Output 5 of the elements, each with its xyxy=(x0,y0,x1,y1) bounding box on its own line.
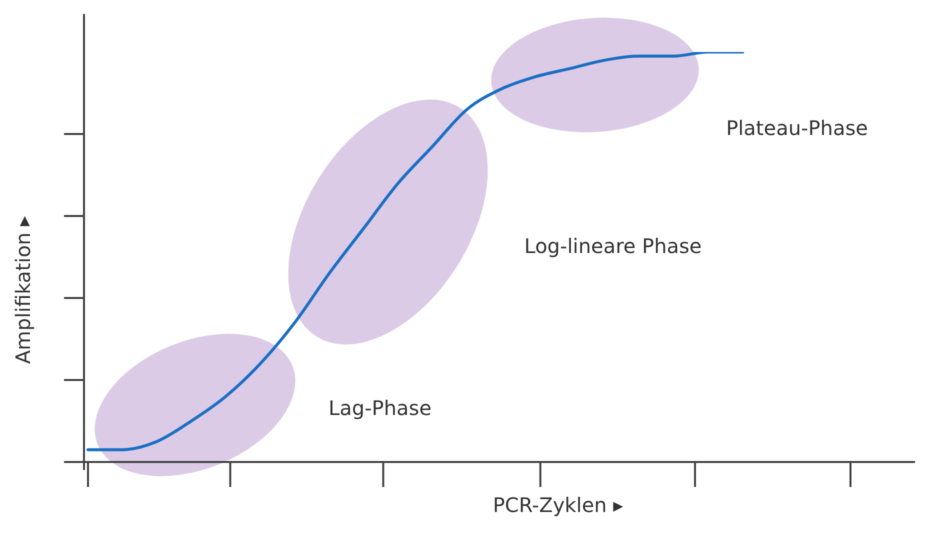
x-axis-title: PCR-Zyklen ▸ xyxy=(492,493,624,518)
annotation: Log-lineare Phase xyxy=(524,234,702,258)
annotation: Plateau-Phase xyxy=(726,116,868,140)
y-axis-title: Amplifikation ▸ xyxy=(11,216,36,364)
annotation: Lag-Phase xyxy=(328,396,432,420)
